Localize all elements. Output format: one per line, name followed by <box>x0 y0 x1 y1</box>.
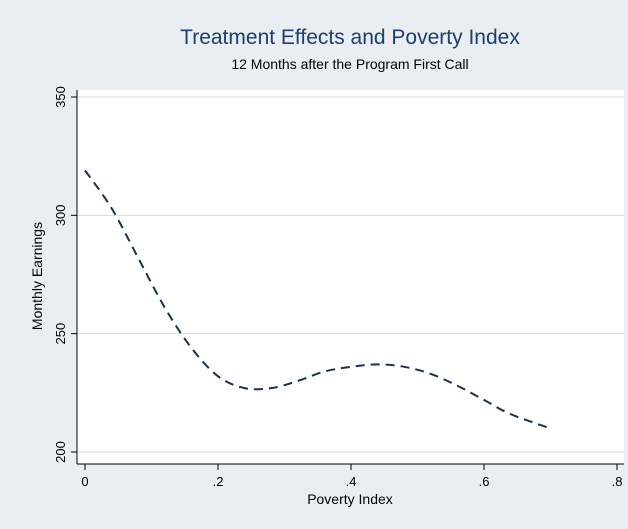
x-tick-label: .8 <box>612 474 623 489</box>
y-tick-label: 300 <box>53 204 68 226</box>
x-tick-label: .2 <box>213 474 224 489</box>
y-tick-label: 350 <box>53 86 68 108</box>
chart-subtitle: 12 Months after the Program First Call <box>231 56 468 72</box>
x-tick-label: 0 <box>81 474 88 489</box>
x-tick-label: .4 <box>346 474 357 489</box>
gridlines <box>77 96 624 453</box>
chart-title: Treatment Effects and Poverty Index <box>180 26 520 49</box>
series-layer <box>84 169 551 430</box>
x-axis-label: Poverty Index <box>307 491 393 507</box>
plot-area <box>77 90 624 464</box>
series-line <box>84 169 551 430</box>
x-tick-label: .6 <box>479 474 490 489</box>
y-tick-label: 250 <box>53 323 68 345</box>
y-axis-label: Monthly Earnings <box>29 222 45 330</box>
tick-marks <box>71 96 618 470</box>
y-tick-label: 200 <box>53 441 68 463</box>
